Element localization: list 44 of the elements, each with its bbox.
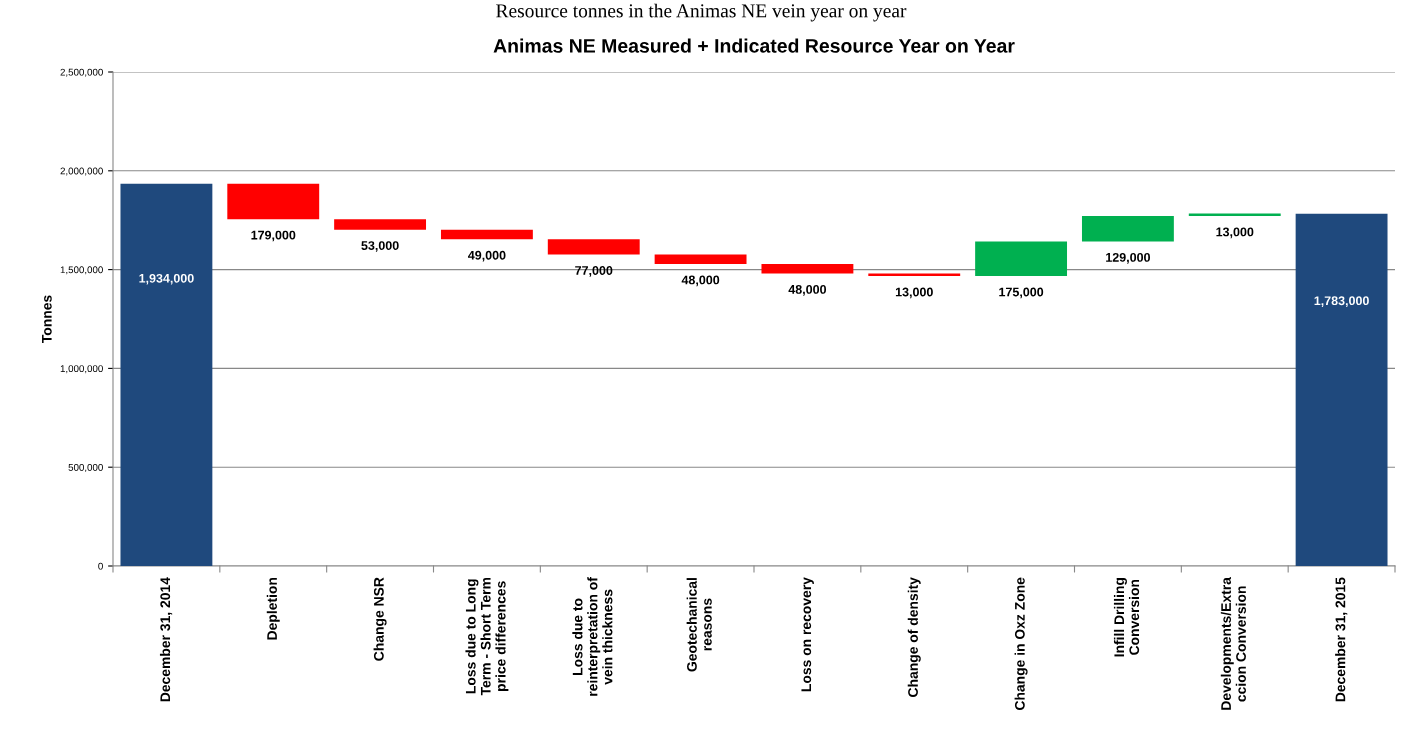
x-tick-label: Change NSR <box>373 577 387 661</box>
bar <box>761 264 854 274</box>
bar <box>227 183 320 220</box>
x-tick-label: Loss due to Long Term - Short Term price differences <box>465 577 509 696</box>
bar <box>334 219 427 230</box>
data-label: 13,000 <box>895 287 933 299</box>
bar <box>547 239 640 255</box>
text: Resource tonnes in the Animas NE vein year on year <box>496 3 907 22</box>
y-tick-label: 2,500,000 <box>60 68 103 77</box>
bar <box>1188 213 1281 217</box>
x-tick-label: Geotechanical reasons <box>686 578 712 672</box>
data-label: 13,000 <box>1216 227 1254 239</box>
x-tick-label: December 31, 2015 <box>1335 577 1348 702</box>
y-tick-label: 1,000,000 <box>60 365 103 374</box>
data-label: 48,000 <box>681 275 720 287</box>
bar <box>975 241 1068 277</box>
x-tick-label: Change in Oxz Zone <box>1014 577 1028 711</box>
y-tick-label: 2,000,000 <box>60 167 103 176</box>
data-label: 179,000 <box>251 230 296 242</box>
y-tick-label: 500,000 <box>68 463 103 472</box>
x-tick-label: December 31, 2014 <box>159 577 173 702</box>
data-label: 1,934,000 <box>139 273 194 285</box>
data-label: 1,783,000 <box>1314 296 1369 307</box>
bar <box>654 254 747 265</box>
data-label: 53,000 <box>361 241 399 252</box>
data-label: 129,000 <box>1106 252 1150 264</box>
y-axis-title: Tonnes <box>42 295 52 344</box>
x-tick-label: Infill Drilling Conversion <box>1113 578 1140 657</box>
x-tick-label: Loss due to reinterpretation of vein thickness <box>572 577 613 696</box>
y-tick-label: 0 <box>98 562 103 570</box>
bar <box>120 183 213 566</box>
y-tick-label: 1,500,000 <box>60 266 103 275</box>
data-label: 175,000 <box>999 287 1044 299</box>
x-tick-label: Developments/Extra ccion Conversion <box>1220 577 1246 710</box>
x-tick-label: Change of density <box>907 577 921 697</box>
bar <box>440 229 533 240</box>
data-label: 49,000 <box>467 250 506 262</box>
x-tick-label: Depletion <box>266 577 280 640</box>
chart-title: Animas NE Measured + Indicated Resource Year on Year <box>493 38 1015 53</box>
data-label: 48,000 <box>788 284 827 296</box>
x-tick-label: Loss on recovery <box>801 577 814 692</box>
bar <box>1081 216 1174 242</box>
data-label: 77,000 <box>575 266 613 277</box>
bar <box>1295 213 1388 566</box>
